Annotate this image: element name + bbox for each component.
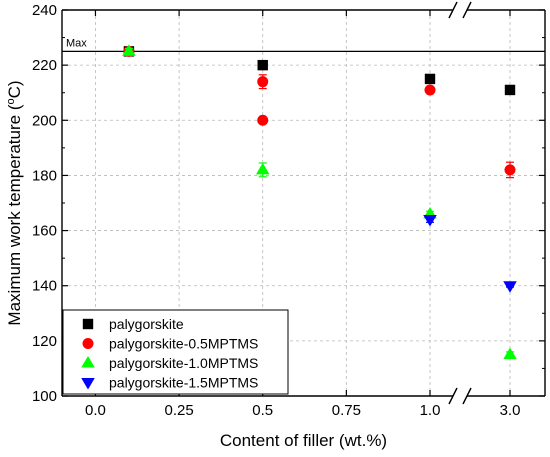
data-point <box>423 215 437 227</box>
x-tick-label: 0.25 <box>164 402 193 419</box>
y-axis-title-unit: C) <box>5 80 24 98</box>
y-tick-label: 100 <box>32 388 57 405</box>
max-reference-label: Max <box>66 37 87 49</box>
data-point <box>503 281 517 293</box>
legend-marker <box>82 318 94 330</box>
axis-break-mark-bottom <box>448 387 458 405</box>
legend: palygorskite palygorskite-0.5MPTMS palygor… <box>62 309 289 395</box>
y-tick-label: 180 <box>32 167 57 184</box>
legend-label: palygorskite-1.0MPTMS <box>109 355 258 371</box>
data-point <box>257 59 268 71</box>
y-tick-label: 240 <box>32 2 57 19</box>
y-axis-title: Maximum work temperature (oC) <box>5 80 24 325</box>
x-tick-label: 1.0 <box>420 402 441 419</box>
data-point <box>424 84 436 96</box>
legend-label: palygorskite-1.5MPTMS <box>109 375 258 391</box>
data-point <box>122 44 136 56</box>
series-palygorskite-0.5MPTMS <box>123 45 516 179</box>
axis-break-mark-bottom <box>462 387 472 405</box>
data-points <box>122 44 517 360</box>
axis-break-mark-top <box>462 1 472 19</box>
data-point <box>504 164 516 176</box>
y-tick-label: 140 <box>32 278 57 295</box>
legend-label: palygorskite-0.5MPTMS <box>109 336 258 352</box>
y-tick-label: 200 <box>32 112 57 129</box>
reference-line-group: Max <box>62 37 545 53</box>
legend-marker <box>82 338 94 349</box>
series-palygorskite-1.5MPTMS <box>423 215 517 293</box>
x-tick-label: 0.0 <box>85 402 106 419</box>
legend-marker <box>81 356 95 368</box>
x-tick-label: 0.5 <box>252 402 273 419</box>
data-point <box>257 114 269 126</box>
legend-marker <box>81 378 95 390</box>
y-axis-title-superscript: o <box>5 98 17 104</box>
axis-break-mark-top <box>448 1 458 19</box>
data-point <box>424 73 436 85</box>
data-point <box>504 84 516 96</box>
data-point <box>257 76 269 88</box>
series-palygorskite <box>123 46 516 96</box>
axes: 100 120 140 160 180 200 220 240 0.0 0.25 0.5 0.75 1.… <box>5 1 546 450</box>
y-tick-label: 120 <box>32 333 57 350</box>
y-axis-title-main: Maximum work temperature ( <box>5 104 24 325</box>
x-tick-label: 3.0 <box>500 402 521 419</box>
data-point <box>255 162 270 175</box>
y-tick-label: 220 <box>32 57 57 74</box>
y-tick-label: 160 <box>32 223 57 240</box>
x-axis-title: Content of filler (wt.%) <box>220 431 387 450</box>
legend-label: palygorskite <box>109 316 184 332</box>
grid-lines <box>62 10 545 396</box>
x-tick-label: 0.75 <box>332 402 361 419</box>
legend-box <box>62 309 289 395</box>
data-point <box>503 347 517 360</box>
